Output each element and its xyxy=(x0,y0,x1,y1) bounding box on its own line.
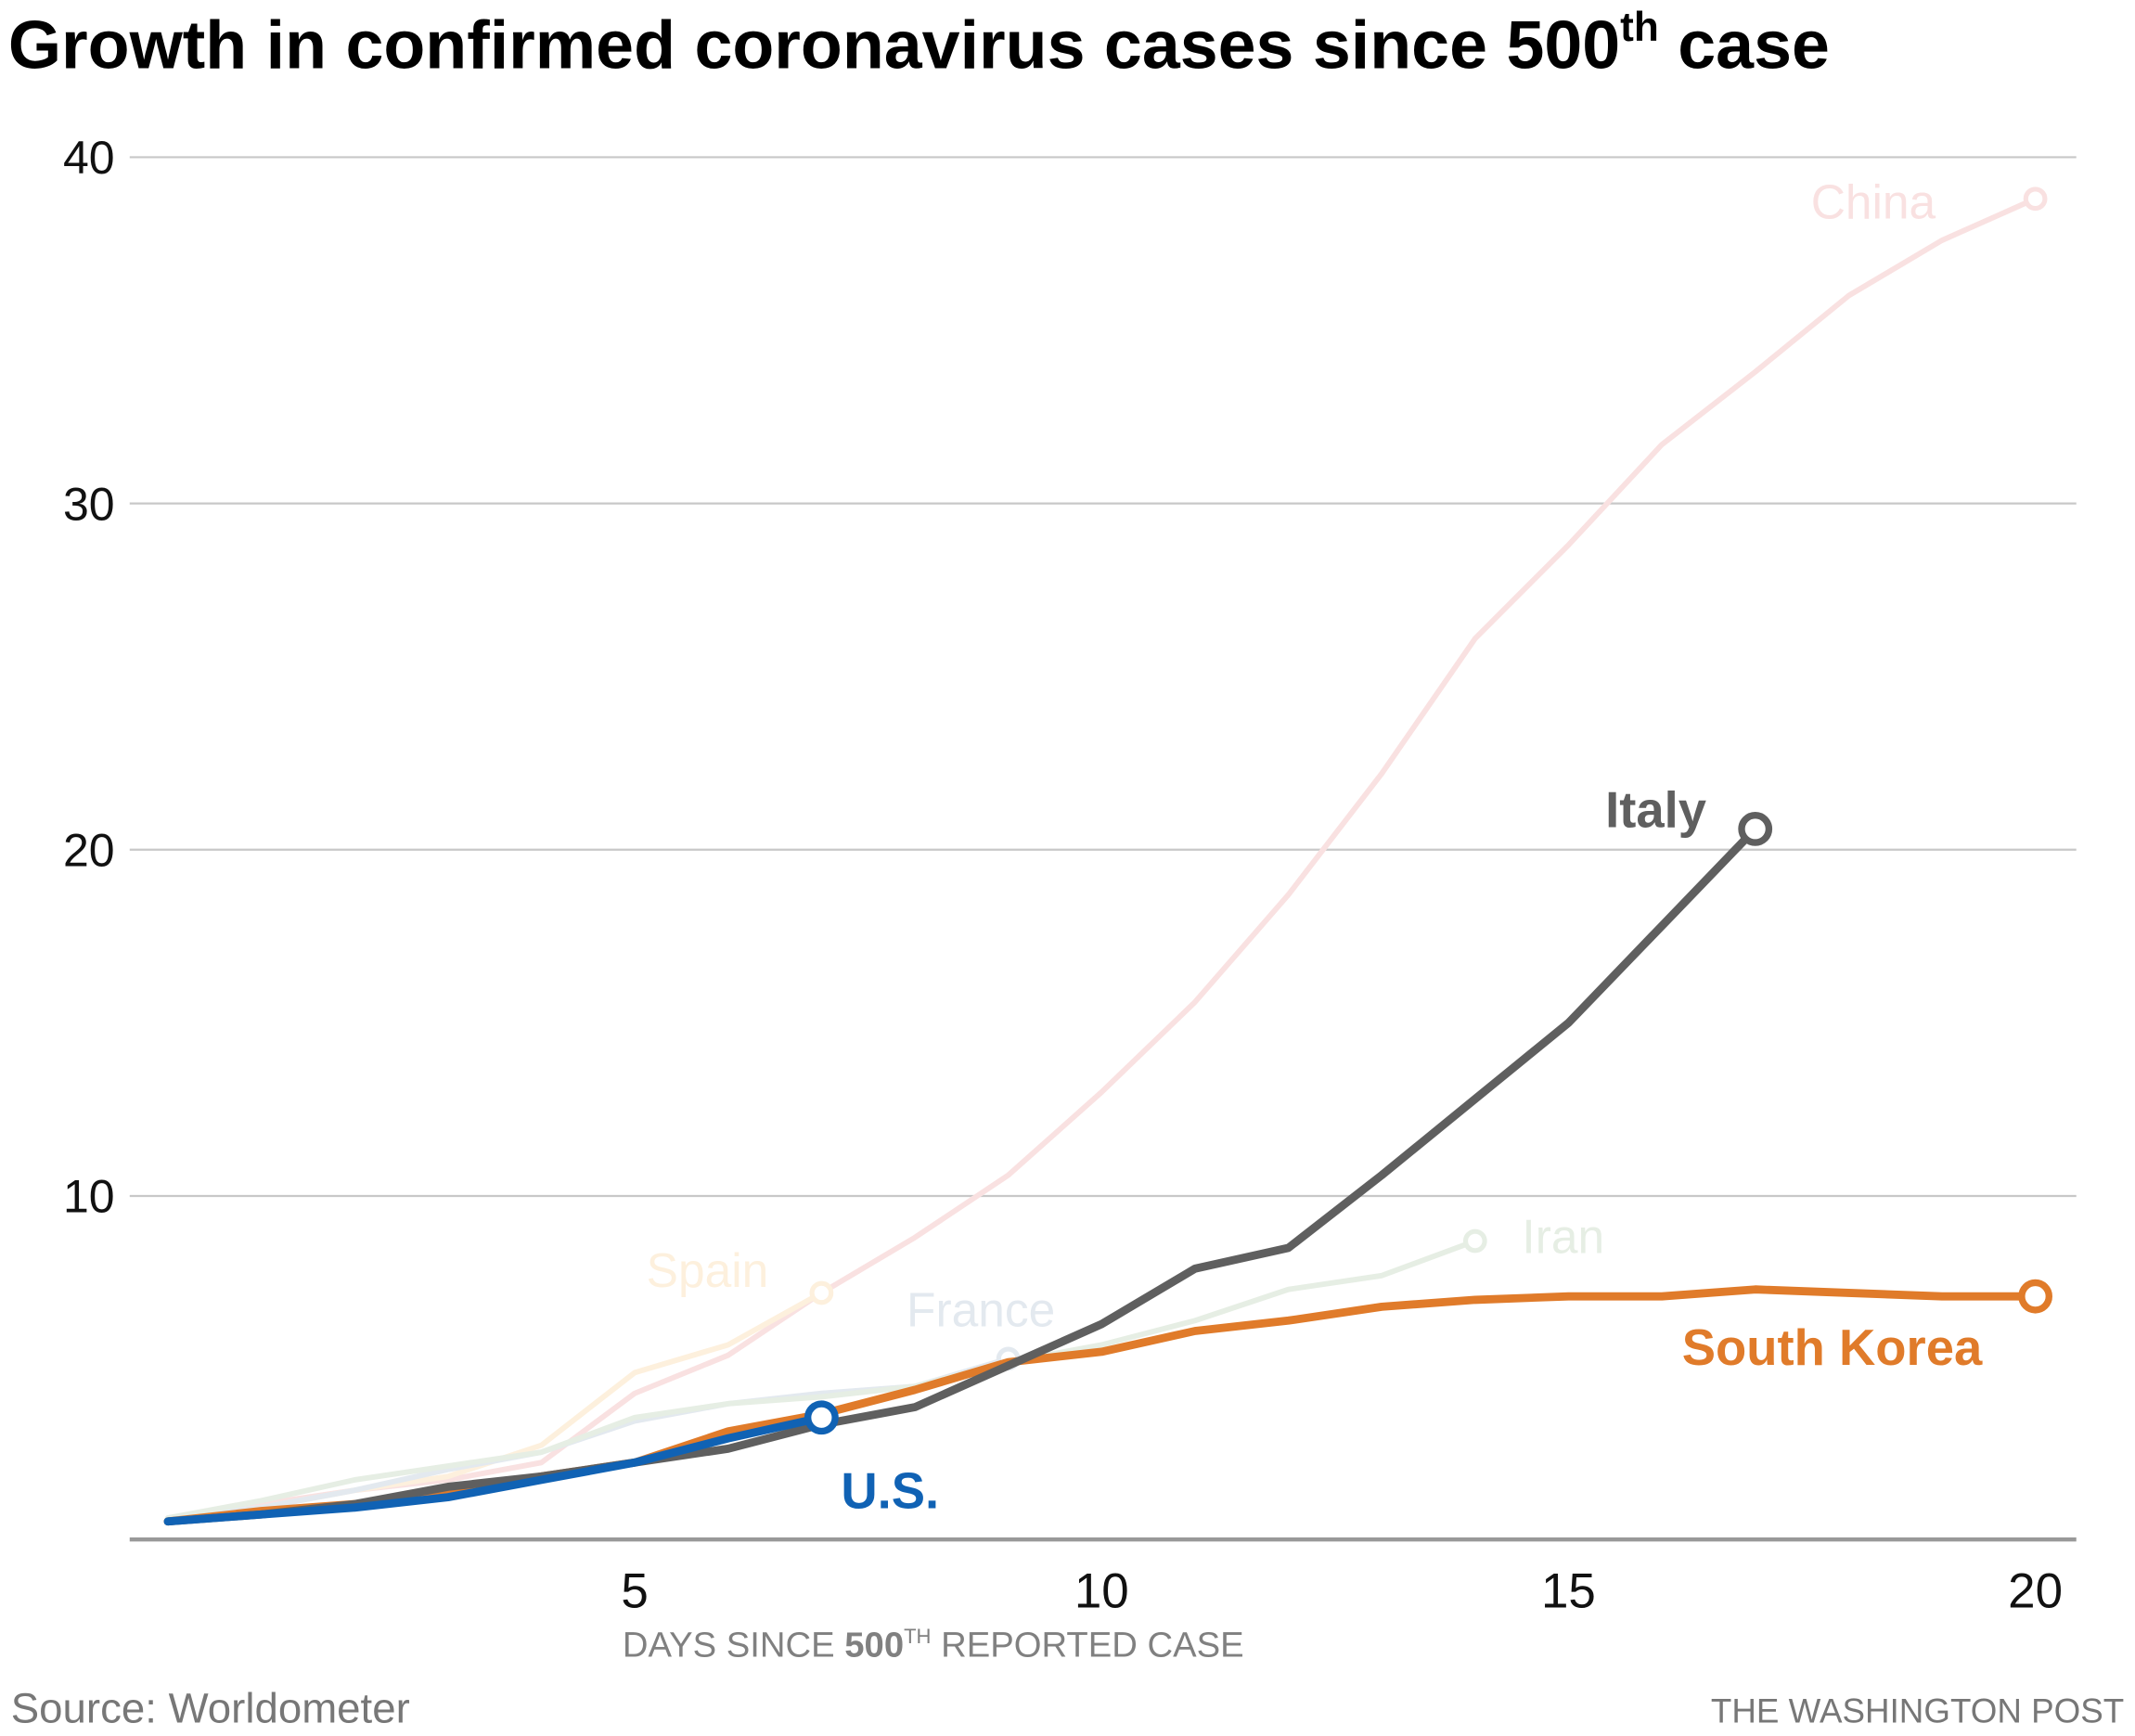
source-note: Source: Worldometer xyxy=(11,1684,410,1731)
label-china: China xyxy=(1811,174,1936,228)
series-china xyxy=(165,186,2048,1521)
label-iran: Iran xyxy=(1522,1209,1604,1263)
x-axis-label: DAYS SINCE 500TH REPORTED CASE xyxy=(623,1625,1244,1665)
endpoint-south-korea xyxy=(2018,1279,2052,1314)
publisher-credit: THE WASHINGTON POST xyxy=(1711,1691,2124,1730)
endpoint-iran xyxy=(1462,1228,1487,1254)
chart-title-number: 500 xyxy=(1506,6,1620,84)
label-france: France xyxy=(907,1283,1055,1337)
x-tick-label-20: 20 xyxy=(2008,1564,2063,1619)
x-axis-tick-labels: 5 10 15 20 xyxy=(621,1564,2063,1619)
x-tick-label-10: 10 xyxy=(1074,1564,1129,1619)
line-iran xyxy=(165,1238,1478,1521)
series-labels: China Spain France Iran South Korea Italy U.S. xyxy=(647,174,1983,1519)
series-u-s xyxy=(163,1400,839,1526)
line-u-s xyxy=(163,1413,826,1526)
endpoint-spain xyxy=(809,1280,834,1305)
x-axis-label-post: REPORTED CASE xyxy=(931,1626,1243,1665)
series-lines xyxy=(163,186,2052,1526)
x-tick-label-5: 5 xyxy=(621,1564,648,1619)
endpoint-u-s xyxy=(804,1400,839,1435)
chart-title-pre: Growth in confirmed coronavirus cases si… xyxy=(8,6,1507,84)
series-italy xyxy=(163,812,1773,1526)
y-tick-label-30: 30 xyxy=(63,478,115,530)
chart-title-superscript: th xyxy=(1620,5,1659,50)
endpoint-china xyxy=(2023,186,2048,212)
line-italy xyxy=(163,824,1760,1526)
chart-title-post: case xyxy=(1659,6,1830,84)
y-axis-tick-labels: 10 20 30 40 xyxy=(63,132,115,1223)
x-tick-label-15: 15 xyxy=(1541,1564,1596,1619)
x-axis-label-number: 500 xyxy=(844,1626,904,1665)
y-tick-label-10: 10 xyxy=(63,1171,115,1223)
label-spain: Spain xyxy=(647,1243,769,1297)
line-china xyxy=(165,196,2039,1521)
x-axis-label-pre: DAYS SINCE xyxy=(623,1626,844,1665)
label-italy: Italy xyxy=(1605,781,1706,838)
y-tick-label-40: 40 xyxy=(63,132,115,184)
label-south-korea: South Korea xyxy=(1682,1319,1983,1376)
x-axis-label-superscript: TH xyxy=(904,1625,931,1648)
gridlines xyxy=(129,156,2077,1198)
label-u-s: U.S. xyxy=(841,1462,939,1519)
series-iran xyxy=(165,1228,1487,1521)
chart-title: Growth in confirmed coronavirus cases si… xyxy=(8,5,1830,83)
endpoint-italy xyxy=(1738,812,1773,846)
y-tick-label-20: 20 xyxy=(63,824,115,876)
